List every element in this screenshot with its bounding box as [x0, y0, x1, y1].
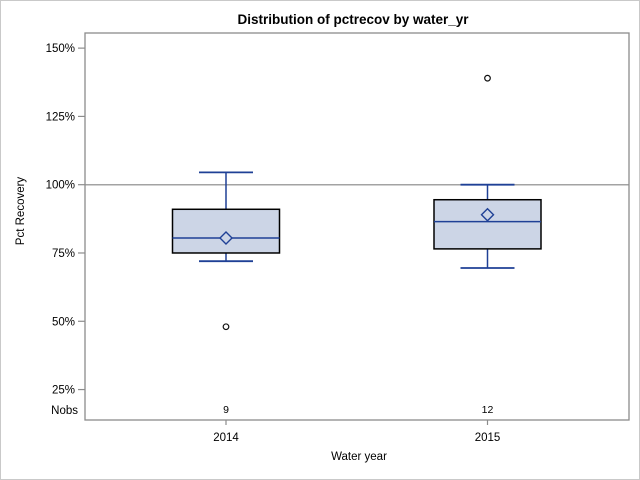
iqr-box [433, 198, 542, 250]
x-category-label: 2015 [475, 432, 501, 444]
mean-diamond [219, 230, 233, 245]
outlier-point [484, 74, 491, 82]
y-tick-label: 125% [46, 111, 75, 123]
nobs-value: 9 [223, 404, 229, 416]
x-category-label: 2014 [213, 432, 239, 444]
mean-diamond [480, 207, 495, 222]
chart-title: Distribution of pctrecov by water_yr [237, 12, 469, 27]
nobs-value: 12 [482, 404, 494, 416]
y-tick-label: 25% [52, 385, 75, 397]
y-tick-label: 50% [52, 316, 75, 328]
y-tick-label: 75% [52, 248, 75, 260]
outlier-point [222, 323, 230, 331]
nobs-row-label: Nobs [51, 405, 78, 417]
y-tick-label: 100% [46, 180, 75, 192]
y-tick-label: 150% [46, 43, 75, 55]
x-axis-title: Water year [331, 451, 387, 463]
plot-area-border [84, 32, 630, 421]
